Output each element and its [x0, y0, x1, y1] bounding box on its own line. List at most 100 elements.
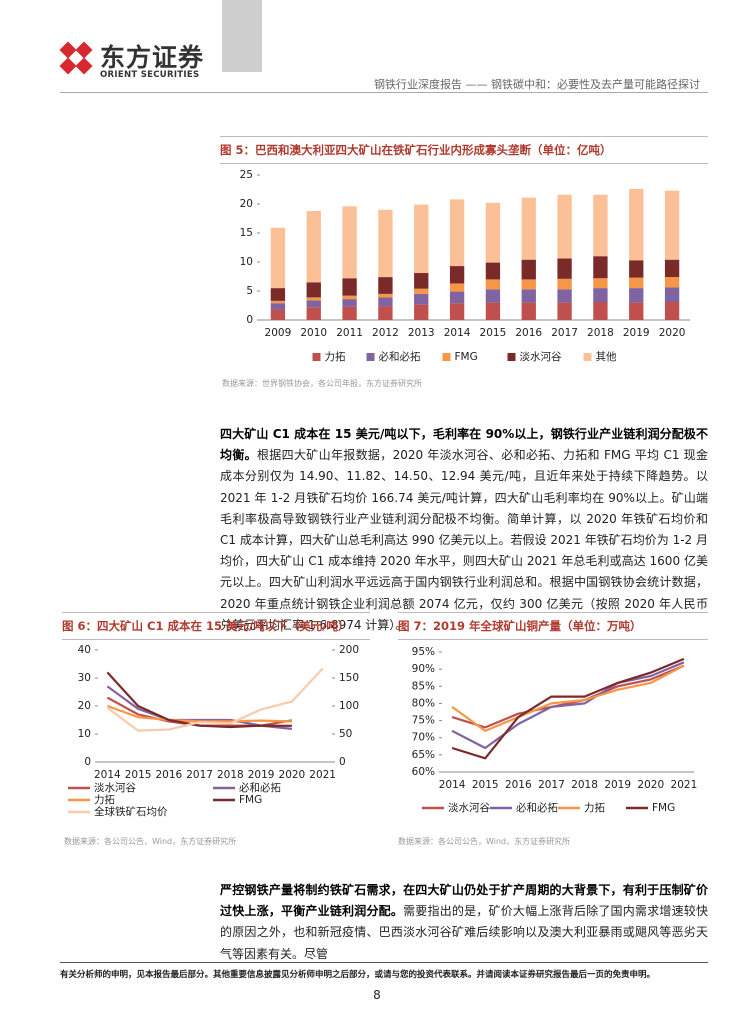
bar-segment: [664, 259, 680, 278]
x-tick-label: 2014: [94, 769, 121, 781]
paragraph: 严控钢铁产量将制约铁矿石需求，在四大矿山仍处于扩产周期的大背景下，有利于压制矿价…: [220, 880, 708, 965]
paragraph-body: 需要指出的是，矿价大幅上涨背后除了国内需求增速较快的原因之外，也和新冠疫情、巴西…: [220, 904, 708, 961]
x-tick-label: 2019: [248, 769, 275, 781]
bar-segment: [270, 300, 286, 304]
x-tick-label: 2020: [659, 327, 686, 339]
paragraph-lead: 四大矿山 C1 成本在 15 美元/吨以下，毛利率在 90%以上，钢铁行业产业链…: [220, 427, 708, 463]
bar-segment: [629, 277, 644, 289]
bar-segment: [485, 279, 501, 290]
bar-segment: [378, 297, 393, 307]
logo-english: ORIENT SECURITIES: [100, 70, 200, 80]
y-tick-label: 5: [246, 285, 253, 297]
bar-segment: [664, 190, 680, 260]
x-tick-label: 2018: [587, 327, 614, 339]
bar-segment: [629, 302, 644, 320]
bar-segment: [306, 300, 321, 308]
bar-segment: [485, 302, 501, 320]
y-tick-label: 70%: [412, 732, 435, 744]
x-tick-label: 2019: [623, 327, 650, 339]
footer-disclaimer: 有关分析师的申明，见本报告最后部分。其他重要信息披露见分析师申明之后部分，或请与…: [60, 970, 656, 980]
y-tick-label: 90%: [412, 663, 435, 675]
chart: 0 10 20 30 40 0 50 100 150 200 2014 2015 2016 2017 201…: [68, 644, 359, 818]
bar-segment: [449, 266, 465, 284]
bar-segment: [414, 293, 429, 305]
logo-icon: [59, 41, 93, 75]
legend-label: 淡水河谷: [448, 802, 490, 814]
x-tick-label: 2016: [515, 327, 542, 339]
y-tick-label: 0: [246, 314, 253, 326]
legend-label: 必和必拓: [379, 350, 421, 363]
bar-segment: [593, 256, 608, 279]
bar-segment: [485, 202, 501, 263]
bar-segment: [521, 302, 536, 320]
legend-label: 全球铁矿石均价: [94, 805, 168, 818]
bar-segment: [306, 297, 321, 301]
x-tick-label: 2011: [336, 327, 363, 339]
bar-segment: [342, 278, 357, 296]
header-bar: [222, 0, 262, 72]
bar-segment: [378, 293, 393, 298]
x-tick-label: 2014: [444, 327, 471, 339]
bar-segment: [270, 303, 286, 310]
bar-segment: [414, 204, 429, 274]
bar-segment: [629, 188, 644, 261]
legend-swatch: [366, 353, 375, 361]
x-tick-label: 2015: [480, 327, 507, 339]
bar-segment: [449, 303, 465, 320]
y-tick-label: 85%: [412, 680, 435, 692]
y-tick-label: 95%: [412, 646, 435, 658]
bar-segment: [557, 194, 572, 259]
legend-swatch: [507, 353, 516, 361]
bar-segment: [414, 288, 429, 294]
bar-segment: [521, 289, 536, 303]
bar-segment: [378, 306, 393, 320]
x-tick-label: 2014: [439, 779, 466, 791]
header-rule: [60, 92, 708, 93]
bar-segment: [593, 278, 608, 289]
bar-segment: [449, 199, 465, 267]
bar-segment: [378, 209, 393, 278]
figure-source: 数据来源：各公司公告，Wind，东方证券研究所: [64, 837, 237, 846]
y-tick-label: 75%: [412, 715, 435, 727]
legend-label: 必和必拓: [516, 801, 558, 814]
chart: 0 5 10 15 20 25 2009 2010 2011 2012 2013 2014 2015 20…: [240, 169, 690, 363]
paragraph-body: 根据四大矿山年报数据，2020 年淡水河谷、必和必拓、力拓和 FMG 平均 C1…: [220, 448, 708, 632]
legend-label: 必和必拓: [239, 781, 281, 794]
legend-swatch: [583, 353, 592, 361]
x-tick-label: 2021: [671, 779, 698, 791]
bar-segment: [414, 304, 429, 320]
legend-label: 力拓: [94, 793, 115, 806]
legend-label: FMG: [455, 351, 478, 363]
y-tick-label: 65%: [412, 749, 435, 761]
legend-swatch: [312, 353, 321, 361]
series-line: [106, 671, 292, 729]
bar-segment: [521, 279, 536, 290]
bar-segment: [306, 307, 321, 320]
y-tick-label: 150: [339, 672, 359, 684]
bar-segment: [593, 194, 608, 257]
bar-segment: [342, 306, 357, 320]
x-tick-label: 2017: [538, 779, 565, 791]
y-tick-label: 0: [339, 756, 346, 768]
y-tick-label: 20: [240, 198, 253, 210]
bar-segment: [629, 288, 644, 303]
bar-segment: [270, 309, 286, 320]
bar-segment: [485, 262, 501, 280]
bar-segment: [557, 289, 572, 303]
chart: 60% 65% 70% 75% 80% 85% 90% 95% 2014 2015 2016 2017…: [412, 646, 698, 814]
bar-segment: [342, 206, 357, 279]
legend-label: FMG: [239, 794, 262, 806]
y-tick-label: 200: [339, 644, 359, 656]
bar-segment: [557, 302, 572, 320]
y-tick-label: 15: [240, 227, 253, 239]
x-tick-label: 2013: [408, 327, 435, 339]
y-tick-label: 10: [240, 256, 253, 268]
y-tick-label: 80%: [412, 697, 435, 709]
bar-segment: [378, 277, 393, 294]
series-line: [451, 664, 685, 729]
series-line: [451, 664, 685, 732]
y-tick-label: 30: [78, 672, 91, 684]
figure-source: 数据来源：世界钢铁协会，各公司年报，东方证券研究所: [222, 379, 422, 388]
bar-segment: [270, 227, 286, 289]
